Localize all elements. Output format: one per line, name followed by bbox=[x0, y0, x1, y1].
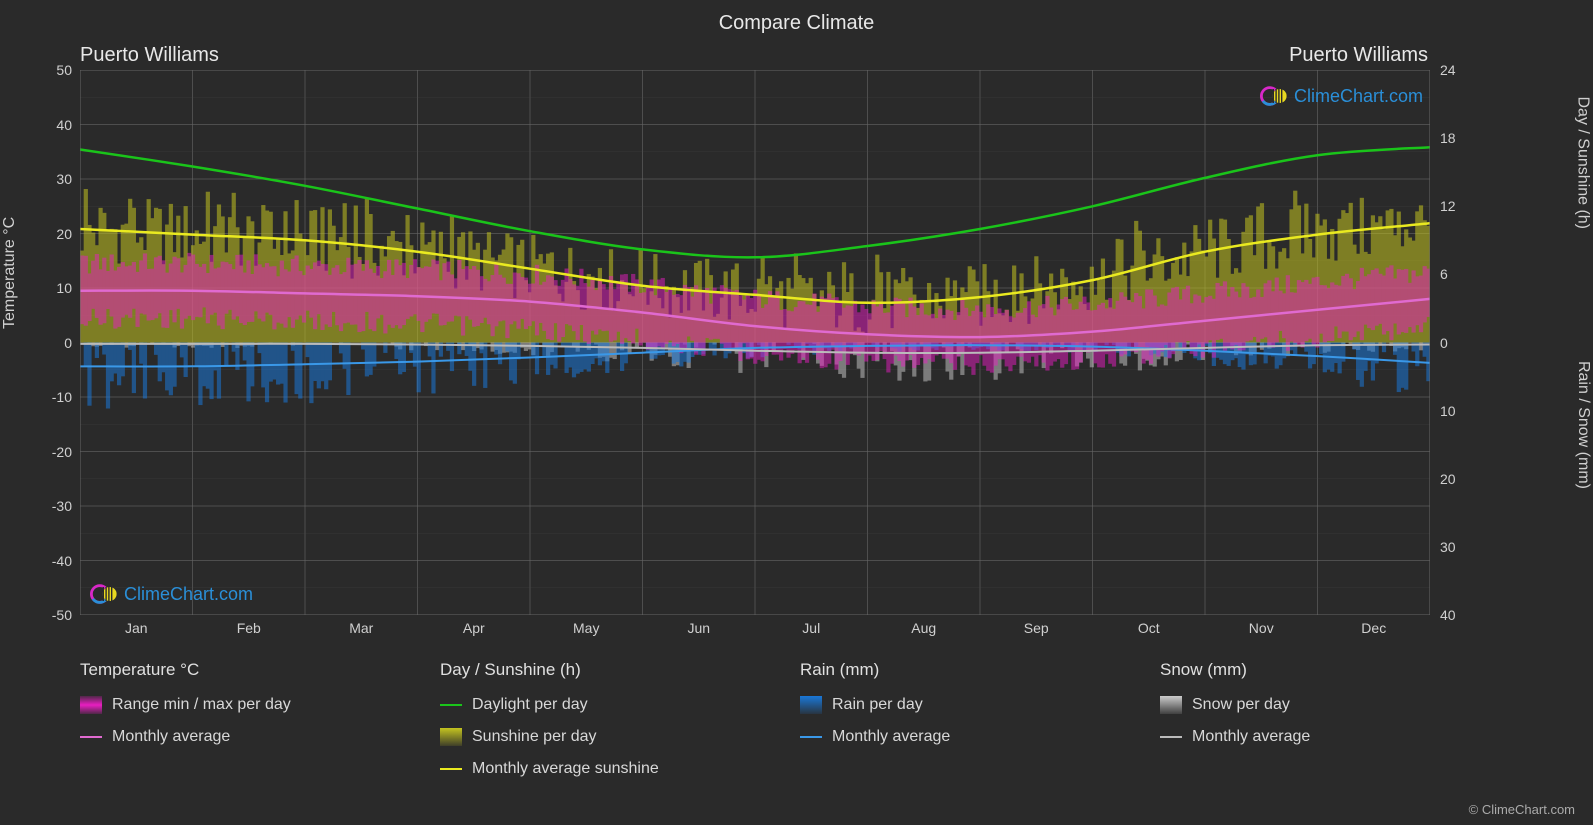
x-tick: Sep bbox=[1024, 620, 1049, 636]
swatch-daylight-line bbox=[440, 704, 462, 706]
chart-title: Compare Climate bbox=[0, 0, 1593, 35]
location-label-right: Puerto Williams bbox=[1289, 44, 1428, 67]
y-left-tick: 10 bbox=[32, 280, 72, 296]
y-axis-right-bottom-label: Rain / Snow (mm) bbox=[1574, 361, 1592, 489]
x-tick: Dec bbox=[1361, 620, 1386, 636]
y-right-top-tick: 0 bbox=[1440, 335, 1480, 351]
swatch-temp-avg-line bbox=[80, 736, 102, 738]
legend-item-rain-avg: Monthly average bbox=[800, 728, 1160, 746]
legend-item-snow: Snow per day bbox=[1160, 696, 1520, 714]
brand-text: ClimeChart.com bbox=[1294, 86, 1423, 107]
y-right-top-tick: 12 bbox=[1440, 198, 1480, 214]
chart-plot-area bbox=[80, 70, 1430, 615]
legend-col-snow: Snow (mm) Snow per day Monthly average bbox=[1160, 660, 1520, 778]
legend-label: Sunshine per day bbox=[472, 728, 597, 746]
y-axis-right-top-label: Day / Sunshine (h) bbox=[1574, 96, 1592, 229]
y-right-top-tick: 6 bbox=[1440, 266, 1480, 282]
x-tick: Nov bbox=[1249, 620, 1274, 636]
x-tick: May bbox=[573, 620, 599, 636]
y-left-tick: 0 bbox=[32, 335, 72, 351]
legend-header: Day / Sunshine (h) bbox=[440, 660, 800, 680]
legend-header: Rain (mm) bbox=[800, 660, 1160, 680]
legend-item-snow-avg: Monthly average bbox=[1160, 728, 1520, 746]
x-tick: Jul bbox=[802, 620, 820, 636]
x-tick: Aug bbox=[911, 620, 936, 636]
y-left-tick: 50 bbox=[32, 62, 72, 78]
brand-text: ClimeChart.com bbox=[124, 584, 253, 605]
y-left-tick: -10 bbox=[32, 389, 72, 405]
x-tick: Feb bbox=[237, 620, 261, 636]
legend-item-temp-avg: Monthly average bbox=[80, 728, 440, 746]
legend-header: Temperature °C bbox=[80, 660, 440, 680]
legend-col-rain: Rain (mm) Rain per day Monthly average bbox=[800, 660, 1160, 778]
y-left-tick: -40 bbox=[32, 553, 72, 569]
legend-label: Monthly average bbox=[1192, 728, 1310, 746]
legend-label: Monthly average bbox=[832, 728, 950, 746]
swatch-temp-range bbox=[80, 696, 102, 714]
y-left-tick: 30 bbox=[32, 171, 72, 187]
y-right-bottom-tick: 10 bbox=[1440, 403, 1480, 419]
swatch-sunshine-line bbox=[440, 768, 462, 770]
legend-item-sunshine: Sunshine per day bbox=[440, 728, 800, 746]
x-tick: Oct bbox=[1138, 620, 1160, 636]
legend-item-sunshine-avg: Monthly average sunshine bbox=[440, 760, 800, 778]
x-tick: Jun bbox=[687, 620, 710, 636]
y-right-bottom-tick: 20 bbox=[1440, 471, 1480, 487]
swatch-snow-line bbox=[1160, 736, 1182, 738]
y-right-top-tick: 18 bbox=[1440, 130, 1480, 146]
legend-label: Rain per day bbox=[832, 696, 923, 714]
copyright-text: © ClimeChart.com bbox=[1469, 802, 1575, 817]
y-left-tick: -20 bbox=[32, 444, 72, 460]
legend-item-temp-range: Range min / max per day bbox=[80, 696, 440, 714]
watermark-top-right: ClimeChart.com bbox=[1260, 82, 1423, 110]
climechart-logo-icon bbox=[90, 580, 118, 608]
y-right-bottom-tick: 30 bbox=[1440, 539, 1480, 555]
legend-label: Daylight per day bbox=[472, 696, 588, 714]
swatch-rain-line bbox=[800, 736, 822, 738]
y-axis-left-label: Temperature °C bbox=[1, 217, 19, 329]
legend-item-rain: Rain per day bbox=[800, 696, 1160, 714]
y-left-tick: -50 bbox=[32, 607, 72, 623]
y-right-bottom-tick: 40 bbox=[1440, 607, 1480, 623]
plot-svg bbox=[80, 70, 1430, 615]
swatch-snow bbox=[1160, 696, 1182, 714]
legend-label: Snow per day bbox=[1192, 696, 1290, 714]
x-tick: Jan bbox=[125, 620, 148, 636]
swatch-rain bbox=[800, 696, 822, 714]
y-right-top-tick: 24 bbox=[1440, 62, 1480, 78]
legend-label: Monthly average sunshine bbox=[472, 760, 659, 778]
legend-label: Range min / max per day bbox=[112, 696, 291, 714]
legend-label: Monthly average bbox=[112, 728, 230, 746]
legend-col-day: Day / Sunshine (h) Daylight per day Suns… bbox=[440, 660, 800, 778]
y-left-tick: 40 bbox=[32, 117, 72, 133]
x-tick: Mar bbox=[349, 620, 373, 636]
y-left-tick: 20 bbox=[32, 226, 72, 242]
legend-item-daylight: Daylight per day bbox=[440, 696, 800, 714]
climechart-logo-icon bbox=[1260, 82, 1288, 110]
legend-header: Snow (mm) bbox=[1160, 660, 1520, 680]
legend-col-temperature: Temperature °C Range min / max per day M… bbox=[80, 660, 440, 778]
swatch-sunshine bbox=[440, 728, 462, 746]
location-label-left: Puerto Williams bbox=[80, 44, 219, 67]
watermark-bottom-left: ClimeChart.com bbox=[90, 580, 253, 608]
y-left-tick: -30 bbox=[32, 498, 72, 514]
x-tick: Apr bbox=[463, 620, 485, 636]
legend: Temperature °C Range min / max per day M… bbox=[80, 660, 1520, 778]
